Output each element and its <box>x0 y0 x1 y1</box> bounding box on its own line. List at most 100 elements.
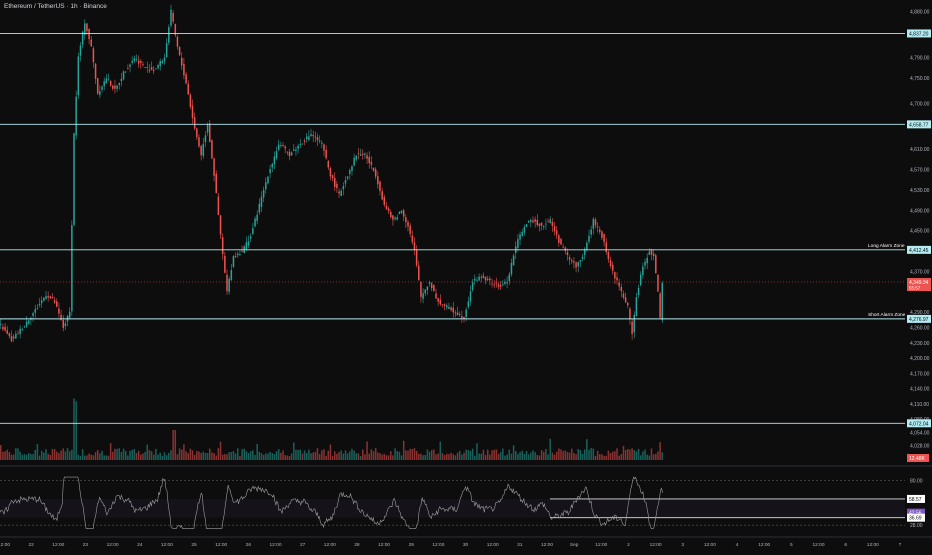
volume-bar <box>631 448 633 460</box>
volume-bar <box>471 448 474 460</box>
candle-body <box>333 178 336 187</box>
y-tick-label: 4,790.00 <box>910 55 930 61</box>
candle-body <box>323 144 325 151</box>
volume-bar <box>443 455 446 460</box>
candle-body <box>92 48 95 63</box>
volume-bar <box>92 455 95 460</box>
candle-body <box>150 67 153 71</box>
candle-body <box>465 309 467 317</box>
candle-body <box>491 283 493 285</box>
volume-bar <box>452 454 455 460</box>
volume-bar <box>635 451 638 460</box>
volume-bar <box>159 452 161 460</box>
volume-bar <box>538 455 541 460</box>
candle-body <box>467 301 470 308</box>
volume-bar <box>530 452 532 460</box>
candle-body <box>495 283 498 284</box>
candle-body <box>504 281 506 284</box>
level-label: 4,837.20 <box>909 31 929 37</box>
candle-body <box>624 297 627 303</box>
volume-bar <box>215 455 217 460</box>
candle-body <box>362 153 364 156</box>
volume-bar <box>499 452 502 460</box>
volume-bar <box>189 448 192 460</box>
volume-bar <box>562 451 564 460</box>
volume-bar <box>458 450 461 460</box>
volume-bar <box>564 450 567 460</box>
candle-body <box>269 169 271 174</box>
x-tick-label: 30 <box>463 542 469 548</box>
candle-body <box>301 143 304 145</box>
volume-bar <box>249 451 252 460</box>
volume-bar <box>609 453 612 460</box>
y-tick-label: 4,028.00 <box>910 444 930 450</box>
volume-bar <box>377 452 379 460</box>
volume-bar <box>71 449 73 460</box>
candle-body <box>234 256 237 258</box>
candle-body <box>32 313 34 316</box>
candle-body <box>571 260 573 262</box>
candle-body <box>249 236 252 239</box>
candle-body <box>191 105 194 119</box>
candle-body <box>174 24 177 35</box>
volume-bar <box>560 449 562 460</box>
volume-bar <box>607 450 610 460</box>
volume-bar <box>6 449 8 460</box>
volume-bar <box>38 455 41 460</box>
candle-body <box>38 304 41 306</box>
volume-bar <box>198 451 200 460</box>
candle-body <box>161 61 164 63</box>
volume-bar <box>224 454 226 460</box>
candle-body <box>146 67 149 68</box>
candle-body <box>185 74 187 84</box>
x-tick-label: 12:00 <box>378 542 390 548</box>
candle-body <box>642 266 644 276</box>
volume-bar <box>418 453 420 460</box>
volume-bar <box>627 448 629 460</box>
volume-bar <box>165 455 168 460</box>
candle-body <box>594 219 597 226</box>
candle-body <box>247 241 250 246</box>
candle-body <box>245 242 248 250</box>
x-tick-label: 31 <box>517 542 523 548</box>
volume-bar <box>64 451 67 460</box>
rsi-level-badge <box>907 494 925 503</box>
candle-body <box>586 242 588 250</box>
x-tick-label: 12:00 <box>541 542 553 548</box>
rsi-tick-label: 28.00 <box>910 523 923 529</box>
volume-bar <box>127 455 129 460</box>
volume-bar <box>211 452 213 460</box>
volume-bar <box>262 454 265 460</box>
candle-body <box>420 282 422 297</box>
candle-body <box>547 221 549 223</box>
volume-series <box>0 398 664 460</box>
level-label: 4,658.77 <box>909 122 929 128</box>
x-tick-label: 5 <box>790 542 793 548</box>
candle-body <box>47 296 49 298</box>
candle-body <box>441 304 444 306</box>
candle-body <box>230 270 233 281</box>
candle-body <box>6 330 8 334</box>
volume-bar <box>34 449 36 460</box>
volume-bar <box>84 455 86 460</box>
volume-bar <box>577 448 579 460</box>
x-tick-label: 12:00 <box>324 542 336 548</box>
volume-bar <box>112 451 114 460</box>
volume-bar <box>370 449 373 460</box>
candle-body <box>581 256 584 259</box>
candle-body <box>590 229 592 235</box>
x-tick-label: 12:00 <box>107 542 119 548</box>
candle-body <box>340 190 342 196</box>
volume-bar <box>349 451 351 460</box>
candle-body <box>12 336 15 339</box>
volume-bar <box>209 448 211 460</box>
candle-body <box>379 181 381 191</box>
candle-body <box>241 251 243 253</box>
volume-bar <box>202 451 205 460</box>
x-tick-label: 12:00 <box>487 542 499 548</box>
volume-bar <box>204 452 207 460</box>
volume-bar <box>336 453 338 460</box>
volume-bar <box>637 448 640 460</box>
